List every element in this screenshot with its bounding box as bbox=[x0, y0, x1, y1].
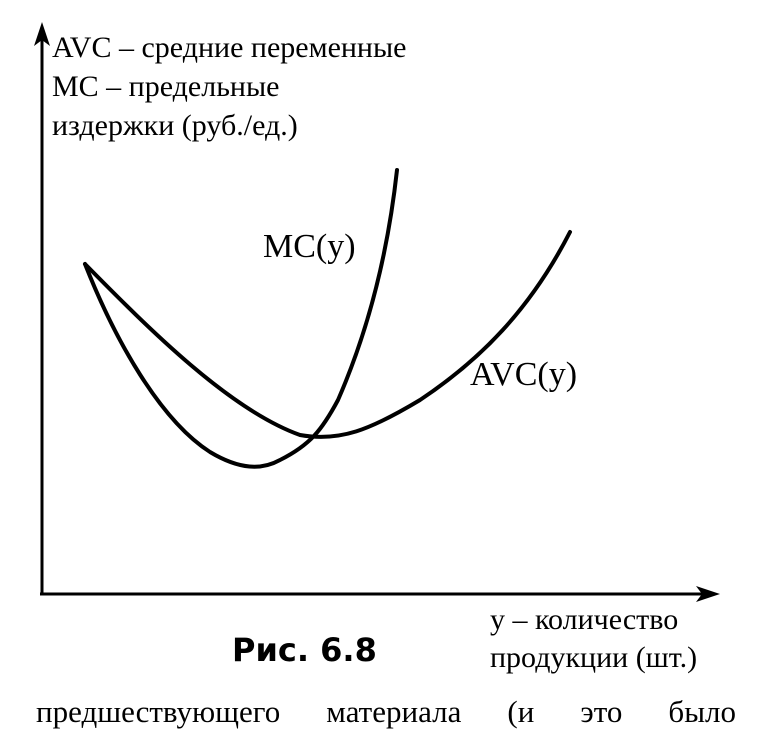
y-axis-label-line-2: MC – предельные bbox=[52, 70, 280, 103]
avc-curve bbox=[83, 230, 572, 439]
figure-caption: Рис. 6.8 bbox=[232, 631, 377, 669]
y-axis-label-line-1: AVC – средние переменные bbox=[52, 31, 407, 64]
mc-curve bbox=[83, 168, 399, 469]
x-axis-label-line-1: y – количество bbox=[490, 603, 679, 636]
y-axis-arrow bbox=[34, 22, 50, 46]
body-text: предшествующего материала (и это было bbox=[36, 694, 736, 729]
x-axis-label-line-2: продукции (шт.) bbox=[490, 641, 698, 674]
series-label-avc: AVC(y) bbox=[470, 356, 577, 393]
x-axis-arrow bbox=[696, 586, 720, 602]
y-axis-label-line-3: издержки (руб./ед.) bbox=[52, 109, 298, 142]
series-label-mc: MC(y) bbox=[263, 228, 356, 265]
